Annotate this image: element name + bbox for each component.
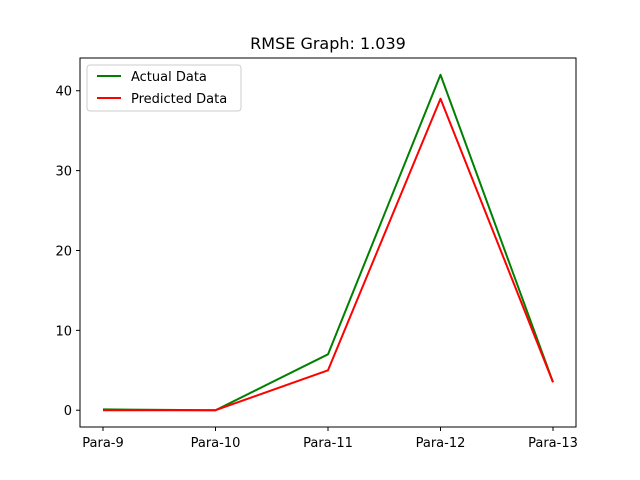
plot-frame: [79, 57, 577, 428]
x-tick-label: Para-10: [191, 436, 241, 451]
legend-box: [86, 64, 242, 112]
x-tick-label: Para-9: [82, 436, 124, 451]
axis-ticks: Para-9 Para-10 Para-11 Para-12 Para-13 0 10 20 3…: [55, 85, 577, 451]
legend-label-predicted: Predicted Data: [131, 92, 227, 107]
plot-area: [80, 58, 576, 427]
y-tick-label: 40: [55, 85, 72, 100]
x-tick-label: Para-12: [416, 436, 466, 451]
y-tick-label: 10: [55, 324, 72, 339]
y-tick-label: 30: [55, 165, 72, 180]
y-tick-label: 0: [64, 404, 72, 419]
legend-label-actual: Actual Data: [131, 70, 207, 85]
x-tick-label: Para-13: [528, 436, 578, 451]
series-line-predicted: [103, 97, 554, 412]
y-tick-label: 20: [55, 244, 72, 259]
chart-title: RMSE Graph: 1.039: [250, 34, 406, 53]
x-tick-label: Para-11: [303, 436, 353, 451]
legend: Actual Data Predicted Data: [86, 64, 242, 112]
series-lines: [102, 73, 554, 412]
